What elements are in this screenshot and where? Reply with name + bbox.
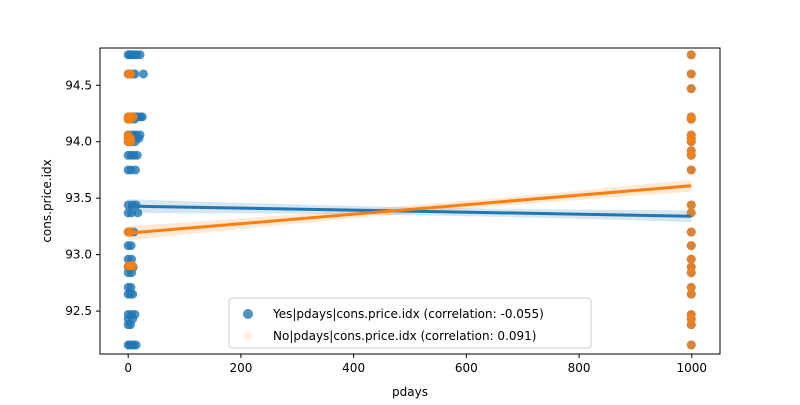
data-point-no xyxy=(686,320,696,330)
data-point-no xyxy=(686,241,696,251)
y-tick-label: 94.5 xyxy=(65,78,92,92)
regression-line-yes xyxy=(128,204,692,218)
y-tick-label: 93.5 xyxy=(65,191,92,205)
y-tick-label: 94.0 xyxy=(65,135,92,149)
data-point-yes xyxy=(128,289,138,299)
data-point-no xyxy=(686,165,696,175)
x-tick-label: 1000 xyxy=(677,361,708,375)
data-point-no xyxy=(686,200,696,210)
y-tick-label: 93.0 xyxy=(65,248,92,262)
regression-line-no xyxy=(128,184,692,235)
data-point-no xyxy=(686,69,696,79)
legend-label-yes: Yes|pdays|cons.price.idx (correlation: -… xyxy=(272,307,544,321)
data-point-yes xyxy=(135,50,145,60)
data-point-yes xyxy=(137,112,147,122)
data-point-no xyxy=(686,282,696,292)
legend-marker-yes xyxy=(243,309,253,319)
data-point-yes xyxy=(127,268,137,278)
data-point-no xyxy=(686,84,696,94)
plot-frame xyxy=(99,47,721,355)
data-point-yes xyxy=(125,320,135,330)
data-point-yes xyxy=(126,282,136,292)
data-point-yes xyxy=(138,69,148,79)
regression-lines xyxy=(128,184,692,235)
legend-box xyxy=(228,297,592,349)
data-point-no xyxy=(686,150,696,160)
data-point-no xyxy=(126,137,136,147)
x-tick-label: 200 xyxy=(229,361,252,375)
y-axis-ticks: 92.5 93.0 93.5 94.0 94.5 xyxy=(65,78,100,318)
data-point-yes xyxy=(131,340,141,350)
data-point-no xyxy=(126,69,136,79)
data-point-no xyxy=(686,227,696,237)
data-point-no xyxy=(125,114,135,124)
x-tick-label: 800 xyxy=(568,361,591,375)
data-point-no xyxy=(686,268,696,278)
data-point-yes xyxy=(132,150,142,160)
data-point-yes xyxy=(133,208,143,218)
x-tick-label: 400 xyxy=(342,361,365,375)
data-point-no xyxy=(128,261,138,271)
data-point-yes xyxy=(131,165,141,175)
x-tick-label: 600 xyxy=(455,361,478,375)
data-point-no xyxy=(686,114,696,124)
data-point-no xyxy=(686,340,696,350)
legend: Yes|pdays|cons.price.idx (correlation: -… xyxy=(228,297,592,349)
x-axis-ticks: 0 200 400 600 800 1000 xyxy=(124,354,707,375)
data-point-no xyxy=(686,254,696,264)
data-point-yes xyxy=(127,208,137,218)
data-points xyxy=(123,50,696,350)
data-point-no xyxy=(686,137,696,147)
data-point-yes xyxy=(127,254,137,264)
x-tick-label: 0 xyxy=(124,361,132,375)
y-tick-label: 92.5 xyxy=(65,304,92,318)
x-axis-label: pdays xyxy=(392,385,428,399)
data-point-no xyxy=(686,289,696,299)
data-point-no xyxy=(686,50,696,60)
legend-marker-no xyxy=(243,331,253,341)
y-axis-label: cons.price.idx xyxy=(40,159,54,242)
legend-label-no: No|pdays|cons.price.idx (correlation: 0.… xyxy=(273,329,536,343)
data-point-yes xyxy=(126,241,136,251)
